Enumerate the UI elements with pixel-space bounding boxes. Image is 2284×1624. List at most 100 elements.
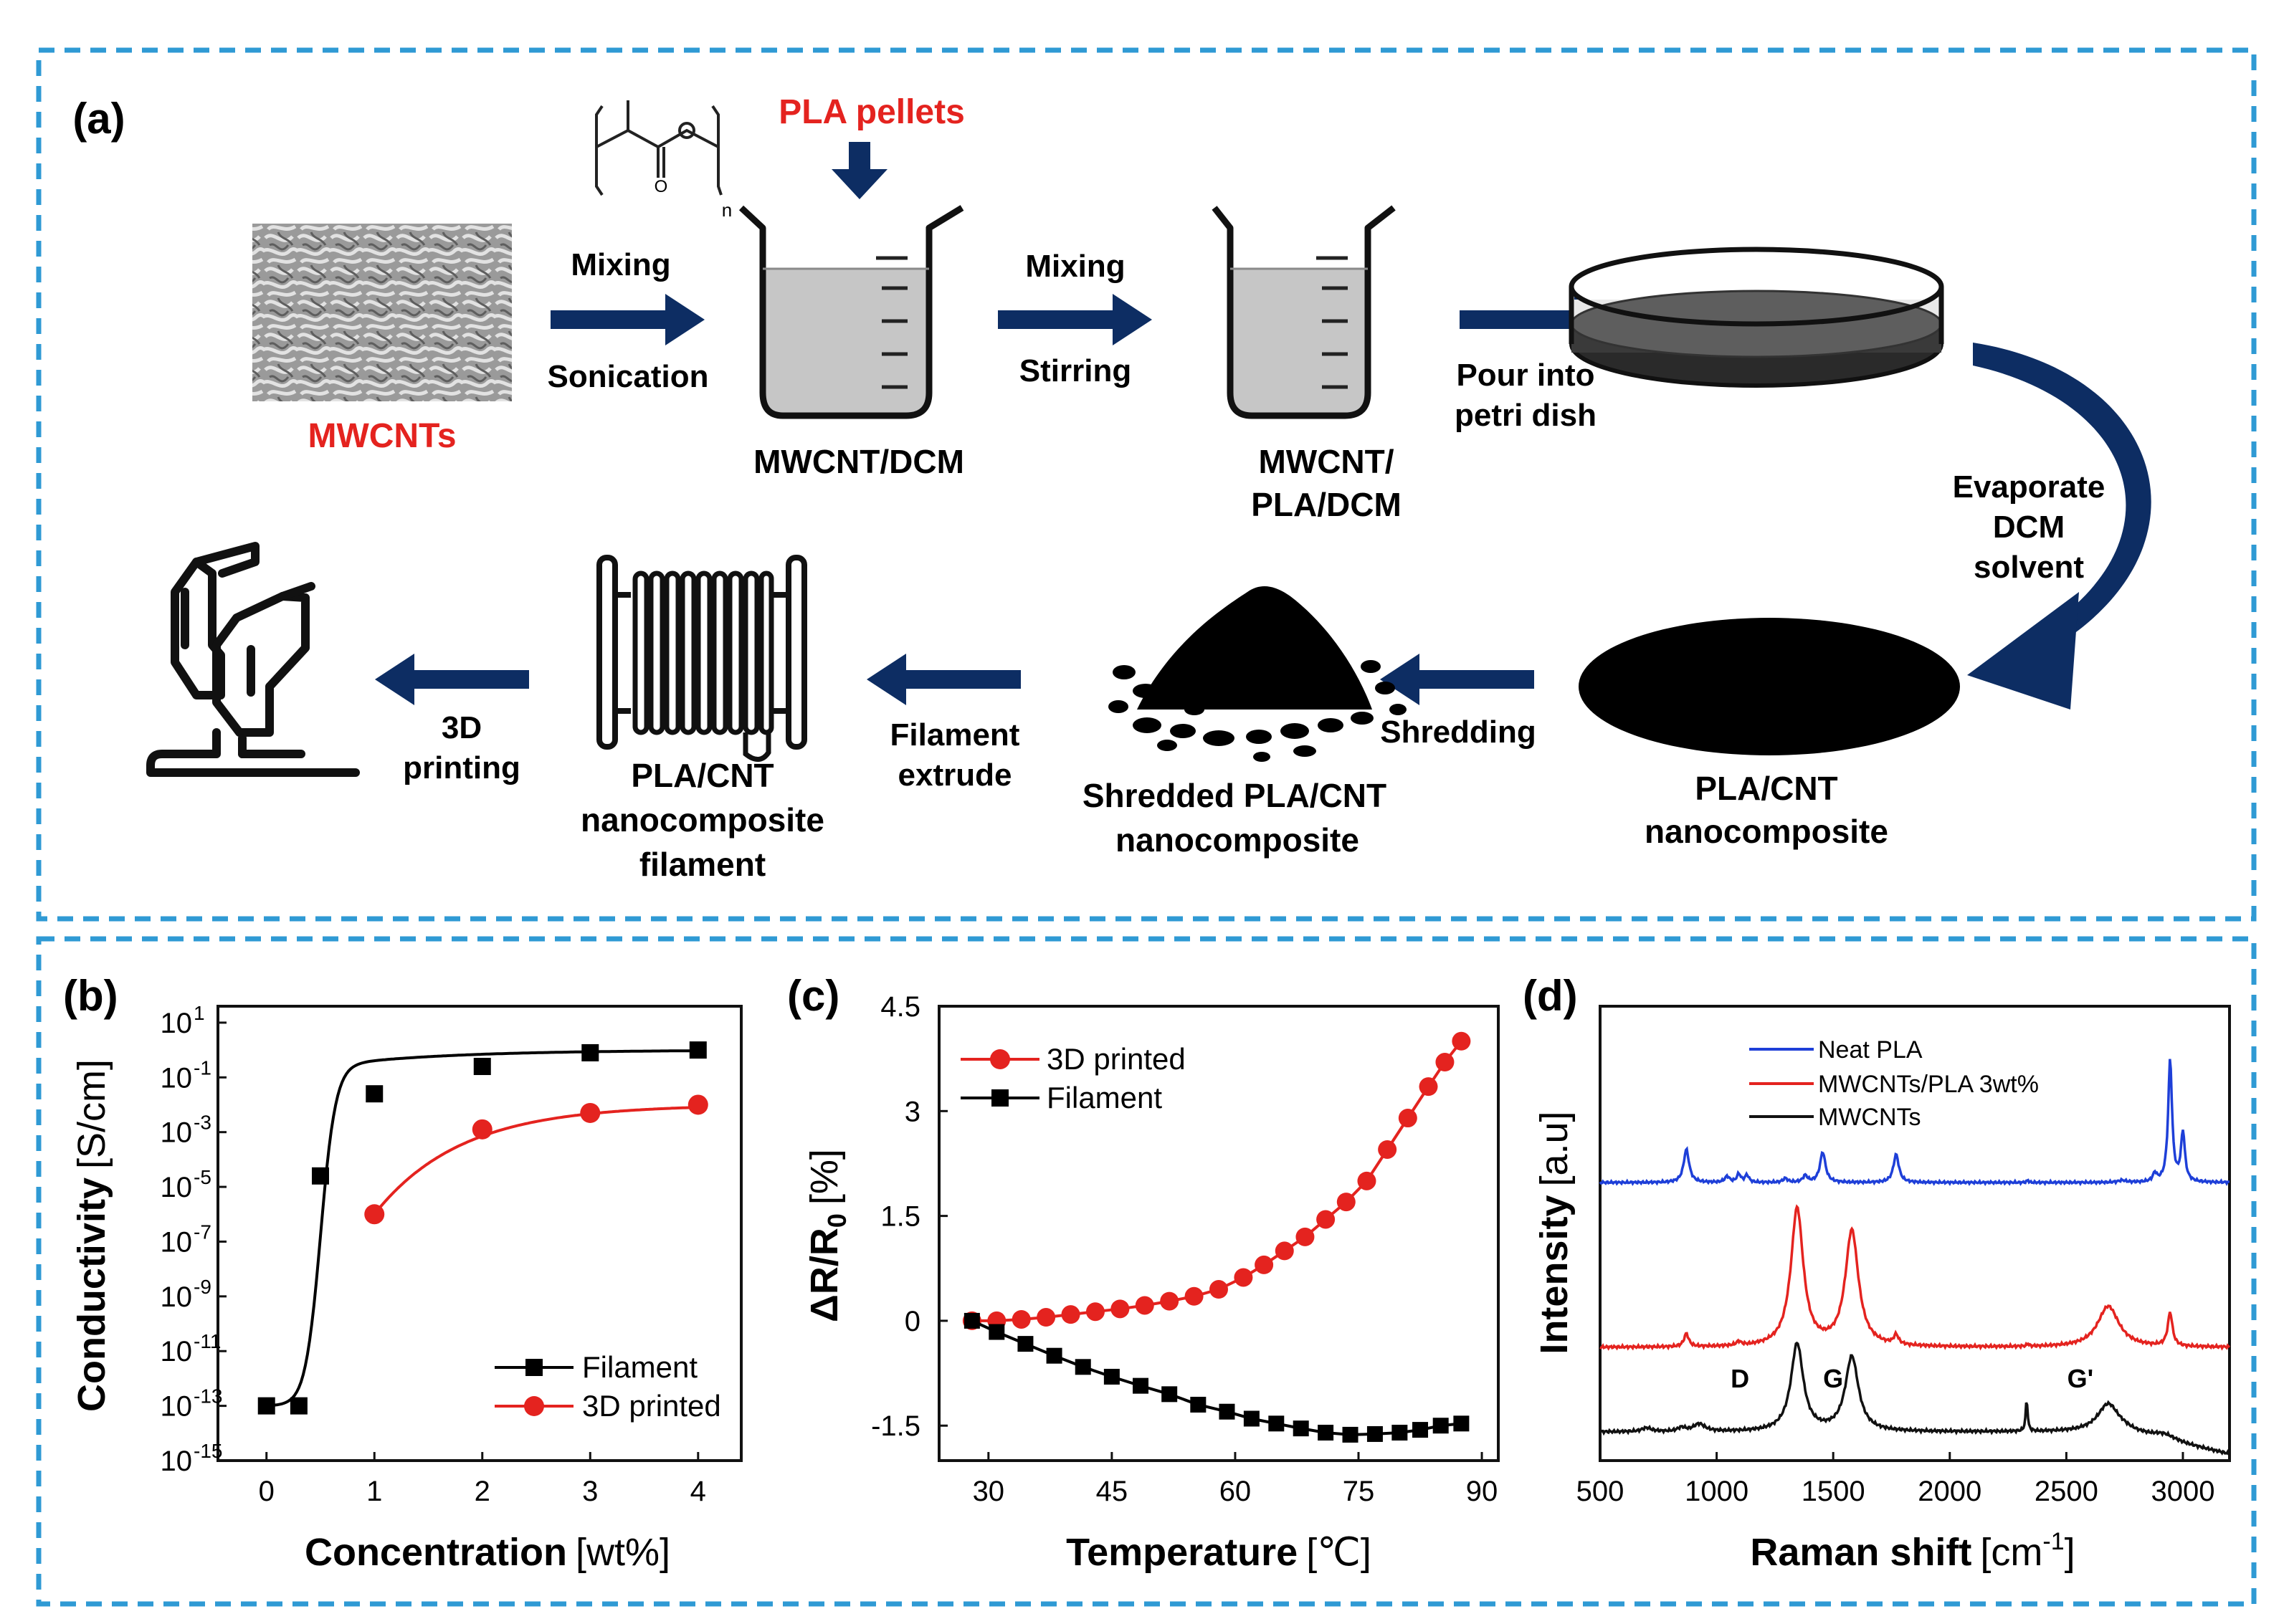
filament-line [971,1319,1462,1436]
filament-label-line3: filament [639,846,766,883]
y-tick-exponent: -11 [194,1330,221,1352]
filament-label-line2: nanocomposite [581,801,824,839]
spectrum-line [1599,1341,2230,1456]
filament-point [1075,1359,1091,1375]
pla-pellets-label: PLA pellets [779,93,965,131]
filament-point [311,1167,329,1185]
x-tick-label: 3 [582,1476,598,1507]
panel-a-label: (a) [72,95,125,143]
panel-a: (a) O n PLA pellets MWCNTs Mixing Sonica… [72,93,2151,883]
y-tick-label: 10 [161,1446,193,1477]
beaker-mwcnt-dcm-icon [738,205,964,419]
printed-line [971,1040,1462,1322]
spectrum-line [1599,1059,2230,1187]
filament-spool-icon [596,555,807,762]
printed-point [1061,1305,1080,1324]
y-tick-exponent: -3 [194,1112,211,1134]
arrow-left-icon [1380,654,1534,705]
step4-label-line2: DCM [1993,510,2065,545]
printed-point [1435,1053,1455,1072]
printed-point [1255,1255,1274,1274]
filament-point [989,1324,1005,1340]
chart-d-ylabel-main: Intensity [1533,1195,1576,1355]
printed-point [1160,1291,1179,1311]
arrow-left-icon [375,654,529,705]
chart-c-frame [938,1005,1500,1462]
chart-c-ylabel-unit: [%] [803,1149,846,1205]
arrow-right-icon [998,294,1152,345]
step3-label-line1: Pour into [1456,358,1594,393]
chart-b-ylabel: Conductivity [S/cm] [70,1059,113,1412]
panel-a-frame [36,47,2257,922]
y-tick-exponent: -13 [194,1385,222,1408]
filament-point [290,1397,308,1415]
x-tick-label: 3000 [2151,1476,2214,1507]
filament-point [1190,1396,1207,1413]
printed-point [1336,1193,1356,1212]
legend-filament-marker [525,1359,543,1376]
3d-printer-icon [146,542,360,777]
filament-point [1342,1426,1358,1443]
chart-c: 30 45 60 75 90 4.5 3 1.5 0 -1.5 Temperature [℃] Δ… [803,991,1500,1574]
beaker-mwcnt-pla-dcm-icon [1212,205,1396,419]
arrow-right-icon [551,294,705,345]
printed-point [472,1119,493,1140]
filament-point [1391,1424,1408,1441]
y-tick-label: 10 [161,1117,193,1149]
filament-fit-line [266,1049,698,1408]
y-tick-exponent: -7 [194,1221,211,1243]
step2-bottom-label: Stirring [1019,353,1131,388]
chart-b-ylabel-main: Conductivity [70,1178,113,1412]
filament-point [257,1397,275,1415]
shredded-label-line2: nanocomposite [1115,821,1359,859]
filament-point [1017,1336,1034,1352]
legend-neat-pla-label: Neat PLA [1818,1036,1923,1064]
x-tick-label: 45 [1096,1476,1128,1507]
chart-d-xlabel-sup: -1 [2042,1528,2064,1555]
panel-c-label: (c) [787,972,839,1020]
filament-point [1432,1418,1449,1434]
filament-point [963,1312,980,1329]
y-tick-label: 10 [161,1281,193,1313]
panel-bcd-frame [36,936,2257,1607]
step1-bottom-label: Sonication [548,359,709,394]
chart-b-ylabel-unit: [S/cm] [70,1059,113,1169]
chart-d-xlabel-unit: [cm [1980,1531,2042,1574]
printed-point [1357,1171,1376,1190]
filament-point [366,1085,384,1103]
printed-point [1012,1309,1031,1329]
filament-point [581,1043,599,1061]
x-tick-label: 2000 [1918,1476,1981,1507]
arrow-left-icon [867,654,1021,705]
step7-label-line2: printing [403,750,520,785]
beaker2-label-line1: MWCNT/ [1258,443,1394,480]
filament-point [1268,1415,1285,1432]
printed-fit-line [373,1106,698,1215]
step3-label-line2: petri dish [1455,398,1597,433]
y-tick-label: 1.5 [880,1201,920,1233]
y-tick-label: 10 [161,1226,193,1258]
chart-d-xlabel-end: ] [2065,1531,2075,1574]
printed-point [687,1094,708,1115]
disc-label-line2: nanocomposite [1645,813,1888,850]
step6-label-line2: extrude [898,758,1012,793]
legend-filament-marker [991,1089,1009,1107]
filament-point [1161,1386,1178,1403]
filament-point [1412,1422,1429,1438]
x-tick-label: 500 [1576,1476,1624,1507]
chart-c-ylabel-sub: 0 [822,1213,852,1228]
printed-point [1398,1109,1417,1128]
legend-mwcnt-pla-label: MWCNTs/PLA 3wt% [1818,1071,2039,1098]
chart-d: 500 1000 1500 2000 2500 3000 D G G' Raman shift… [1533,1005,2231,1574]
pla-pellets-arrow-icon [832,142,888,199]
peak-label: G [1823,1364,1843,1393]
printed-point [1295,1227,1315,1246]
x-tick-label: 1 [366,1476,382,1507]
y-tick-label: 3 [905,1096,920,1127]
printed-point [1184,1286,1204,1306]
chart-d-legend: Neat PLA MWCNTs/PLA 3wt% MWCNTs [1749,1036,2039,1131]
y-tick-exponent: -15 [194,1440,222,1462]
pla-structure-o: O [655,177,668,196]
step1-top-label: Mixing [571,247,670,282]
legend-printed-marker [990,1049,1010,1069]
